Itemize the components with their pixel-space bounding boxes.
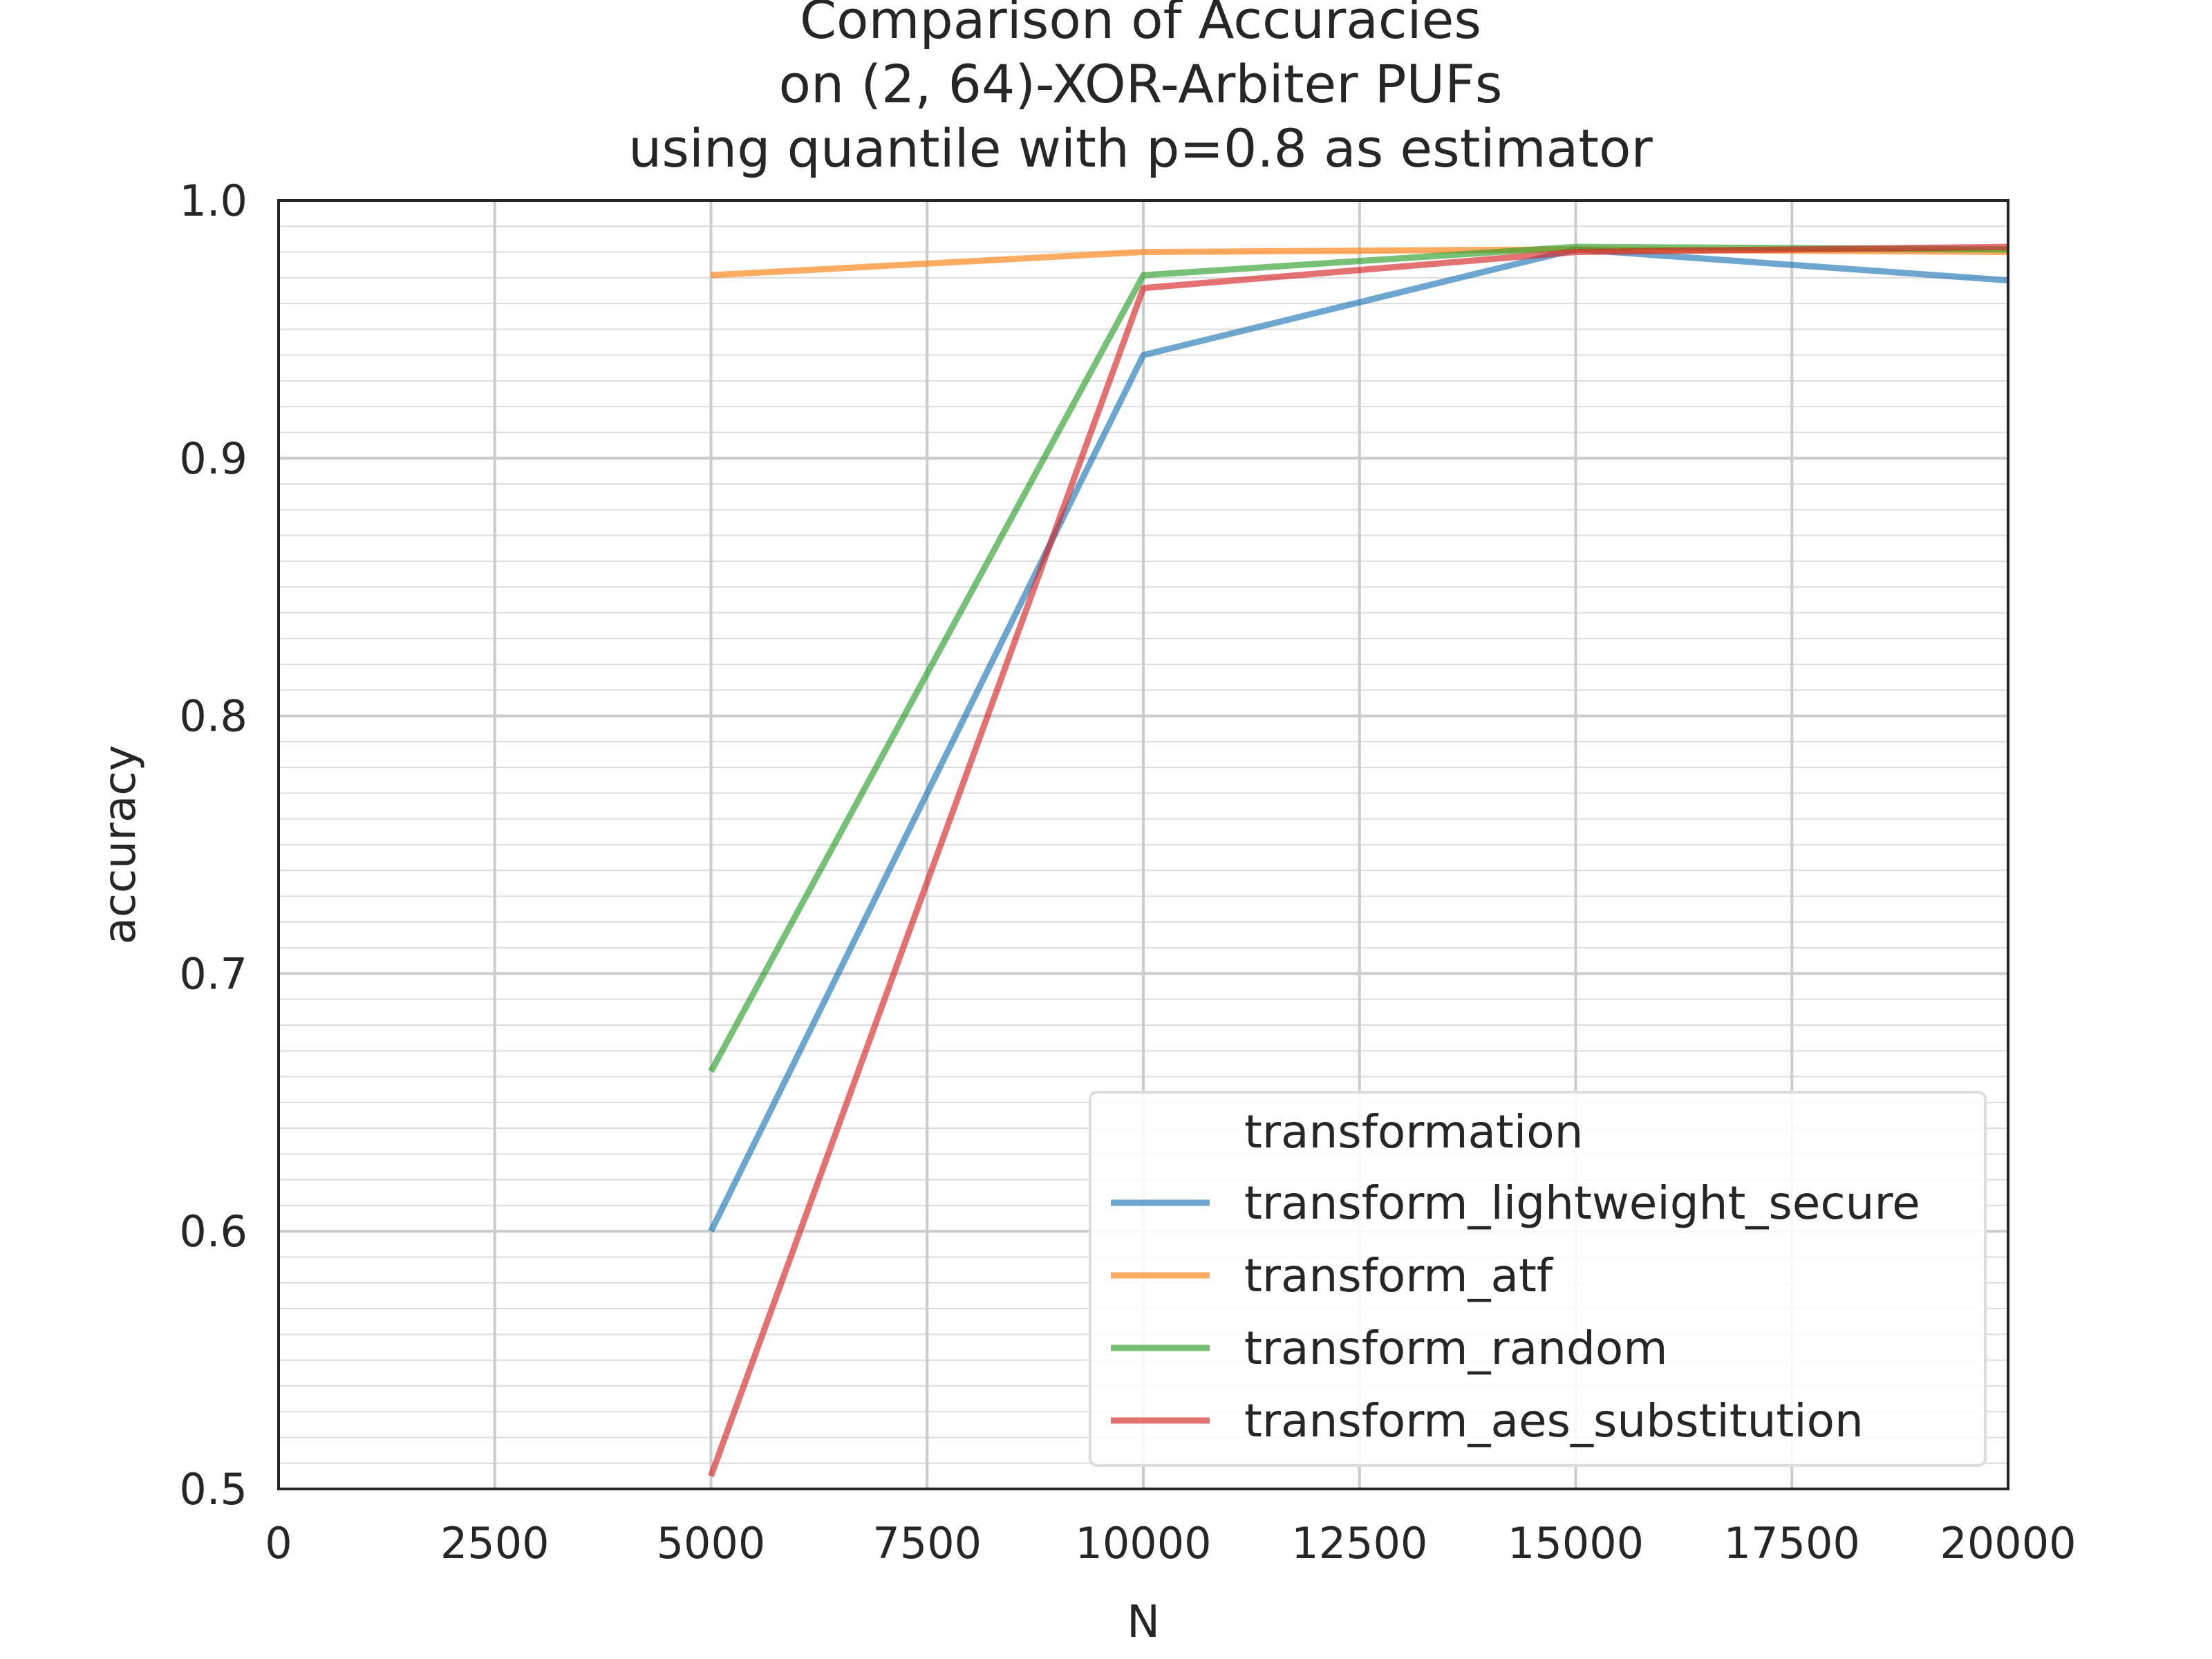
y-tick-label: 0.7: [179, 948, 247, 999]
y-axis-ticks: 0.5 0.6 0.7 0.8 0.9 1.0: [179, 176, 247, 1515]
chart-title-line-3: using quantile with p=0.8 as estimator: [628, 118, 1653, 179]
legend-title: transformation: [1244, 1105, 1583, 1159]
y-tick-label: 0.5: [179, 1464, 247, 1515]
legend-items: transform_lightweight_secure transform_at…: [1111, 1177, 1920, 1447]
x-tick-label: 10000: [1075, 1518, 1211, 1568]
x-tick-label: 5000: [657, 1518, 766, 1568]
legend-label-transform-random: transform_random: [1244, 1322, 1668, 1375]
series-lines: [708, 243, 2009, 1477]
series-line-transform-aes-substitution: [708, 243, 2009, 1477]
legend-label-transform-aes-substitution: transform_aes_substitution: [1244, 1394, 1864, 1447]
series-line-transform-lightweight-secure: [708, 246, 2009, 1233]
chart-title-line-1: Comparison of Accuracies: [800, 0, 1481, 50]
y-tick-label: 0.9: [179, 433, 247, 484]
legend-label-transform-lightweight-secure: transform_lightweight_secure: [1244, 1177, 1920, 1230]
chart-title-line-2: on (2, 64)-XOR-Arbiter PUFs: [779, 53, 1503, 115]
x-tick-label: 0: [265, 1518, 292, 1568]
chart-title: Comparison of Accuracies on (2, 64)-XOR-…: [628, 0, 1653, 179]
x-tick-label: 2500: [440, 1518, 550, 1568]
legend-box: [1089, 1091, 1987, 1467]
x-axis-label: N: [1127, 1597, 1160, 1648]
y-tick-label: 1.0: [179, 176, 247, 226]
x-tick-label: 20000: [1940, 1518, 2076, 1568]
legend-label-transform-atf: transform_atf: [1244, 1249, 1554, 1302]
x-tick-label: 15000: [1508, 1518, 1644, 1568]
plot-frame: [277, 199, 2009, 1490]
x-tick-label: 7500: [872, 1518, 982, 1568]
y-axis-label: accuracy: [95, 745, 146, 945]
x-axis-ticks: 0 2500 5000 7500 10000 12500 15000 17500 20000: [265, 1518, 2076, 1568]
y-tick-label: 0.8: [179, 691, 247, 742]
legend: transformation transform_lightweight_sec…: [1089, 1091, 1987, 1467]
y-tick-label: 0.6: [179, 1206, 247, 1257]
x-tick-label: 12500: [1291, 1518, 1427, 1568]
x-tick-label: 17500: [1724, 1518, 1860, 1568]
